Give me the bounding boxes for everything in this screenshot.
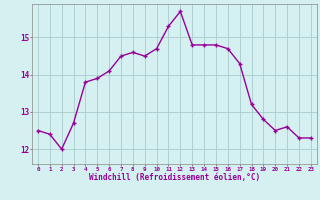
X-axis label: Windchill (Refroidissement éolien,°C): Windchill (Refroidissement éolien,°C)	[89, 173, 260, 182]
